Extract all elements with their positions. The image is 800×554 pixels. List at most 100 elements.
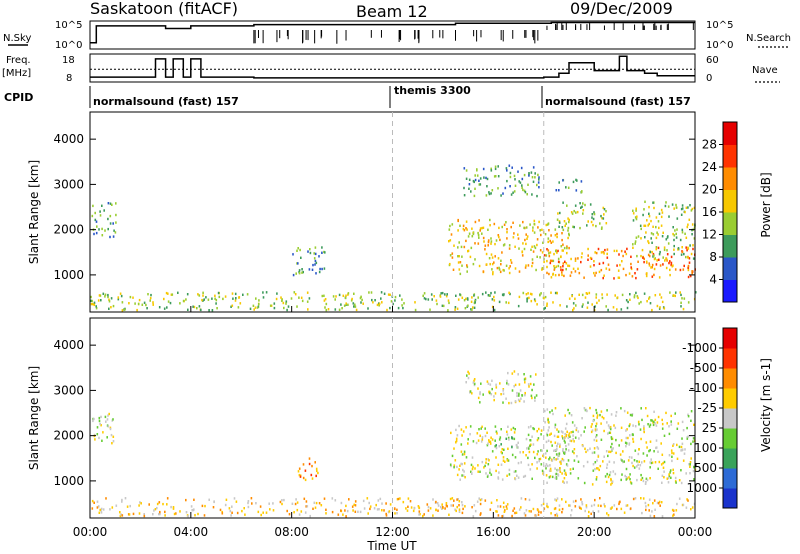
echo-cell — [557, 430, 560, 433]
echo-cell — [567, 459, 570, 462]
echo-cell — [298, 467, 301, 470]
echo-cell — [487, 240, 490, 244]
echo-cell — [304, 469, 307, 472]
echo-cell — [645, 274, 648, 278]
echo-cell — [454, 508, 456, 511]
echo-cell — [669, 469, 672, 472]
echo-cell — [594, 251, 596, 254]
echo-cell — [656, 501, 659, 505]
echo-cell — [498, 266, 500, 270]
echo-cell — [623, 409, 626, 413]
echo-cell — [650, 461, 653, 465]
echo-cell — [679, 268, 682, 272]
echo-cell — [517, 373, 519, 376]
echo-cell — [491, 268, 493, 271]
echo-cell — [534, 399, 536, 402]
echo-cell — [640, 478, 642, 481]
echo-cell — [94, 211, 96, 215]
echo-cell — [537, 513, 540, 516]
echo-cell — [243, 507, 245, 510]
echo-cell — [644, 501, 647, 505]
echo-cell — [553, 265, 555, 268]
echo-cell — [594, 305, 596, 308]
echo-cell — [562, 265, 564, 268]
echo-cell — [520, 166, 523, 170]
echo-cell — [562, 437, 564, 440]
echo-cell — [344, 296, 347, 300]
nsearch-tick-bottom: 10^0 — [706, 40, 733, 51]
colorbar-swatch — [723, 368, 737, 389]
echo-cell — [556, 428, 558, 431]
echo-cell — [256, 306, 259, 309]
echo-cell — [241, 509, 243, 513]
echo-cell — [497, 234, 500, 237]
echo-cell — [566, 481, 568, 484]
echo-cell — [311, 464, 313, 468]
echo-cell — [502, 388, 505, 391]
echo-cell — [650, 266, 652, 269]
echo-cell — [541, 469, 544, 473]
echo-cell — [296, 249, 298, 252]
echo-cell — [479, 513, 482, 516]
echo-cell — [442, 304, 445, 308]
echo-cell — [647, 503, 650, 507]
echo-cell — [525, 437, 528, 441]
echo-cell — [593, 503, 596, 507]
echo-cell — [581, 252, 583, 255]
echo-cell — [536, 255, 538, 258]
echo-cell — [288, 513, 291, 516]
echo-cell — [587, 258, 589, 261]
echo-cell — [570, 414, 573, 417]
echo-cell — [671, 459, 673, 463]
power-ylabel: Slant Range [km] — [27, 160, 41, 264]
colorbar-tick-label: 16 — [702, 205, 717, 219]
echo-cell — [481, 425, 483, 428]
echo-cell — [508, 267, 510, 270]
echo-cell — [202, 294, 204, 297]
echo-cell — [679, 238, 682, 242]
echo-cell — [568, 504, 570, 507]
echo-cell — [532, 180, 535, 183]
echo-cell — [537, 181, 540, 184]
echo-cell — [552, 259, 555, 263]
echo-cell — [689, 244, 691, 247]
echo-cell — [533, 427, 535, 431]
echo-cell — [655, 216, 658, 219]
echo-cell — [295, 498, 297, 501]
echo-cell — [596, 446, 599, 449]
echo-cell — [659, 293, 661, 296]
echo-cell — [645, 508, 647, 512]
echo-cell — [568, 412, 571, 415]
echo-cell — [581, 305, 584, 308]
echo-cell — [557, 260, 560, 263]
echo-cell — [672, 468, 674, 471]
echo-cell — [692, 440, 694, 443]
echo-cell — [494, 291, 496, 294]
echo-cell — [633, 296, 636, 299]
echo-cell — [119, 292, 122, 295]
echo-cell — [451, 256, 454, 259]
echo-cell — [687, 301, 690, 304]
echo-cell — [520, 506, 522, 509]
echo-cell — [230, 514, 232, 517]
echo-cell — [560, 430, 563, 433]
echo-cell — [479, 177, 482, 180]
echo-cell — [309, 514, 311, 518]
echo-cell — [471, 467, 474, 471]
echo-cell — [558, 221, 561, 224]
echo-cell — [649, 477, 651, 480]
echo-cell — [484, 248, 486, 251]
echo-cell — [577, 267, 579, 270]
echo-cell — [250, 497, 253, 500]
echo-cell — [477, 242, 480, 245]
echo-cell — [555, 189, 558, 192]
echo-cell — [559, 304, 561, 307]
echo-cell — [143, 301, 146, 304]
echo-cell — [535, 394, 538, 397]
echo-cell — [539, 249, 542, 252]
echo-cell — [257, 305, 260, 308]
echo-cell — [567, 408, 569, 412]
echo-cell — [538, 178, 540, 181]
echo-cell — [684, 232, 686, 235]
echo-cell — [455, 439, 458, 443]
